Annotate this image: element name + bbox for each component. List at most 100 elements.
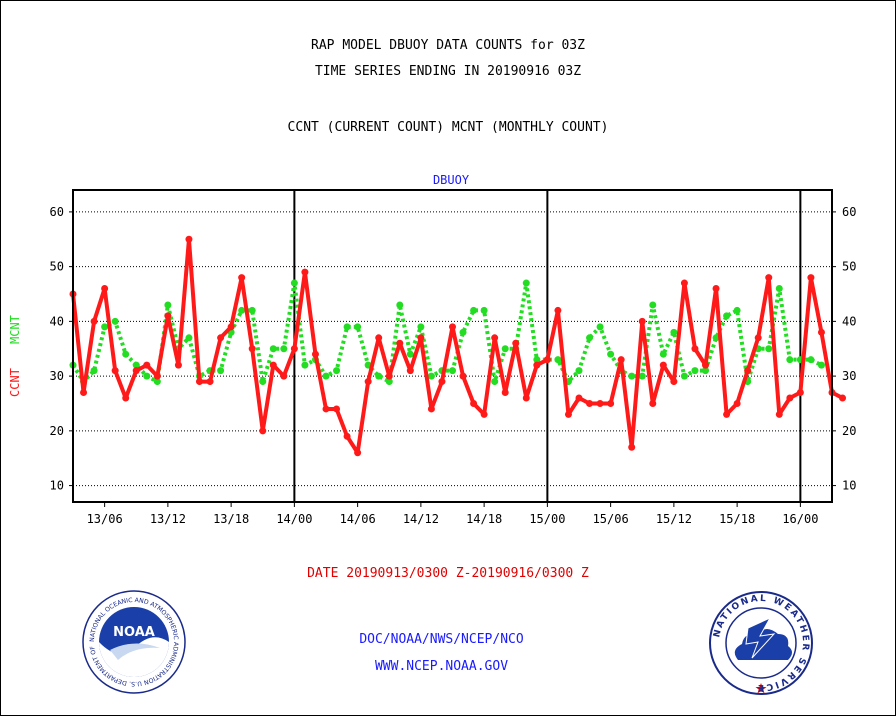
ccnt-point bbox=[269, 361, 277, 369]
ccnt-point bbox=[406, 367, 414, 375]
ccnt-line bbox=[71, 237, 844, 455]
mcnt-point bbox=[143, 372, 151, 380]
mcnt-point bbox=[333, 367, 341, 375]
y-tick-label-right: 30 bbox=[842, 369, 856, 383]
mcnt-point bbox=[164, 301, 172, 309]
mcnt-point bbox=[354, 323, 362, 331]
ccnt-point bbox=[702, 361, 709, 369]
x-tick-label: 14/06 bbox=[340, 512, 376, 526]
credit-website-link[interactable]: WWW.NCEP.NOAA.GOV bbox=[374, 659, 509, 674]
mcnt-point bbox=[217, 367, 225, 375]
ccnt-point bbox=[564, 410, 572, 418]
mcnt-point bbox=[817, 361, 825, 369]
mcnt-point bbox=[185, 334, 193, 342]
ccnt-point bbox=[775, 410, 783, 418]
mcnt-point bbox=[470, 306, 478, 314]
ccnt-point bbox=[375, 334, 383, 342]
noaa-logo-text: NOAA bbox=[113, 625, 155, 640]
ccnt-point bbox=[385, 372, 393, 380]
mcnt-point bbox=[659, 350, 667, 358]
date-range-label: DATE 20190913/0300 Z-20190916/0300 Z bbox=[307, 566, 589, 581]
ccnt-point bbox=[301, 268, 309, 276]
ccnt-point bbox=[111, 367, 119, 375]
ccnt-point bbox=[628, 443, 636, 451]
mcnt-point bbox=[775, 285, 783, 293]
mcnt-point bbox=[765, 345, 773, 353]
noaa-logo: NOAA NATIONAL OCEANIC AND ATMOSPHERIC AD… bbox=[82, 590, 186, 694]
ccnt-point bbox=[449, 323, 456, 331]
nws-logo: NATIONAL WEATHER SERVICE bbox=[709, 591, 813, 695]
mcnt-point bbox=[427, 372, 435, 380]
ccnt-point bbox=[438, 378, 446, 386]
ccnt-point bbox=[501, 389, 509, 397]
mcnt-point bbox=[596, 323, 604, 331]
mcnt-point bbox=[248, 306, 256, 314]
ccnt-point bbox=[311, 350, 319, 358]
ccnt-point bbox=[343, 432, 351, 440]
x-tick-label: 15/06 bbox=[593, 512, 629, 526]
ccnt-point bbox=[122, 394, 130, 402]
ccnt-point bbox=[839, 394, 847, 402]
plot-area-frame bbox=[72, 189, 833, 503]
mcnt-point bbox=[691, 367, 699, 375]
mcnt-point bbox=[786, 356, 794, 364]
axis-ticks: 10 10 20 20 30 30 40 40 50 50 60 60 13/06 13/12 13/18 1… bbox=[50, 205, 857, 526]
ccnt-point bbox=[227, 323, 235, 331]
ccnt-point bbox=[185, 235, 193, 243]
mcnt-point bbox=[533, 356, 541, 364]
ccnt-point bbox=[132, 367, 140, 375]
mcnt-point bbox=[680, 372, 688, 380]
mcnt-point bbox=[586, 334, 594, 342]
ccnt-point bbox=[733, 399, 741, 407]
ccnt-series bbox=[69, 235, 847, 457]
mcnt-point bbox=[638, 372, 646, 380]
mcnt-point bbox=[449, 367, 456, 375]
mcnt-point bbox=[385, 378, 393, 386]
ccnt-point bbox=[164, 312, 172, 320]
y-tick-label-right: 50 bbox=[842, 260, 856, 274]
mcnt-point bbox=[723, 312, 731, 320]
ccnt-point bbox=[786, 394, 794, 402]
y-tick-label-left: 10 bbox=[50, 479, 64, 493]
ccnt-point bbox=[153, 372, 161, 380]
ccnt-point bbox=[617, 356, 625, 364]
y-tick-label-right: 40 bbox=[842, 314, 856, 328]
x-tick-label: 15/00 bbox=[529, 512, 565, 526]
ccnt-point bbox=[354, 449, 362, 457]
ccnt-point bbox=[512, 339, 520, 347]
ccnt-point bbox=[680, 279, 688, 287]
x-tick-label: 14/00 bbox=[276, 512, 312, 526]
mcnt-point bbox=[111, 317, 119, 325]
x-tick-label: 13/18 bbox=[213, 512, 249, 526]
ccnt-point bbox=[459, 372, 467, 380]
ccnt-point bbox=[807, 274, 815, 282]
y-tick-label-left: 50 bbox=[50, 260, 64, 274]
mcnt-point bbox=[417, 323, 425, 331]
mcnt-point bbox=[301, 361, 309, 369]
ccnt-point bbox=[649, 399, 657, 407]
ccnt-point bbox=[554, 306, 562, 314]
ccnt-point bbox=[248, 345, 256, 353]
y-tick-label-right: 60 bbox=[842, 205, 856, 219]
mcnt-point bbox=[554, 356, 562, 364]
ccnt-point bbox=[470, 399, 478, 407]
chart-title-line1: RAP MODEL DBUOY DATA COUNTS for 03Z bbox=[311, 38, 585, 53]
mcnt-point bbox=[259, 378, 267, 386]
ccnt-point bbox=[259, 427, 267, 435]
mcnt-point bbox=[459, 328, 467, 336]
ccnt-point bbox=[101, 285, 109, 293]
mcnt-point bbox=[322, 372, 330, 380]
ccnt-point bbox=[533, 361, 541, 369]
mcnt-point bbox=[649, 301, 657, 309]
ccnt-point bbox=[638, 317, 646, 325]
y-tick-label-left: 60 bbox=[50, 205, 64, 219]
x-tick-label: 13/12 bbox=[150, 512, 186, 526]
mcnt-point bbox=[406, 350, 414, 358]
mcnt-point bbox=[480, 306, 488, 314]
ccnt-point bbox=[522, 394, 530, 402]
mcnt-point bbox=[343, 323, 351, 331]
x-tick-label: 15/18 bbox=[719, 512, 755, 526]
mcnt-point bbox=[280, 345, 288, 353]
credit-org-link[interactable]: DOC/NOAA/NWS/NCEP/NCO bbox=[359, 632, 524, 647]
